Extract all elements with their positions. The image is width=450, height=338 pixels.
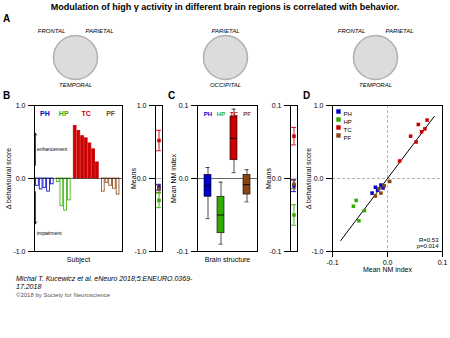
svg-text:0.0: 0.0 — [382, 259, 393, 267]
svg-text:Δ behavioural score: Δ behavioural score — [5, 148, 12, 210]
svg-text:Mean NM index: Mean NM index — [363, 266, 413, 273]
svg-text:-0.1: -0.1 — [269, 248, 281, 255]
svg-text:PH: PH — [204, 111, 212, 117]
svg-text:-0.1: -0.1 — [326, 259, 338, 266]
svg-text:Subject: Subject — [67, 256, 90, 264]
svg-text:Mean NM index: Mean NM index — [170, 153, 177, 203]
svg-text:impairment: impairment — [37, 230, 62, 236]
svg-text:0.1: 0.1 — [272, 102, 282, 109]
svg-text:FRONTAL: FRONTAL — [38, 28, 66, 34]
svg-text:TEMPORAL: TEMPORAL — [59, 82, 92, 88]
svg-text:enhancement: enhancement — [37, 146, 68, 152]
svg-text:FRONTAL: FRONTAL — [338, 28, 366, 34]
html-text:©2018 by Society for Neuroscie: ©2018 by Society for Neuroscience — [16, 292, 111, 298]
svg-text:0.0: 0.0 — [16, 175, 26, 182]
svg-text:TC: TC — [344, 127, 353, 133]
svg-text:Δ behavioural score: Δ behavioural score — [305, 148, 312, 210]
html-text:A: A — [3, 13, 11, 24]
svg-text:Brain structure: Brain structure — [205, 256, 251, 263]
html-text:D: D — [303, 90, 311, 101]
svg-text:TEMPORAL: TEMPORAL — [359, 82, 392, 88]
svg-text:1.0: 1.0 — [314, 102, 324, 109]
svg-text:-1.0: -1.0 — [13, 248, 25, 255]
html-text:C: C — [168, 90, 176, 101]
svg-text:-1.0: -1.0 — [134, 248, 146, 255]
svg-text:TC: TC — [230, 111, 239, 117]
svg-text:PH: PH — [40, 110, 50, 117]
html-text:B: B — [3, 90, 11, 101]
svg-text:-1.0: -1.0 — [311, 248, 323, 255]
svg-text:0.0: 0.0 — [179, 175, 189, 182]
svg-text:Means: Means — [130, 167, 137, 189]
html-text:Michal T. Kucewicz et al. eNeu: Michal T. Kucewicz et al. eNeuro 2018;5:… — [16, 275, 193, 290]
svg-text:HP: HP — [217, 111, 225, 117]
svg-text:R=0.53p=0.014: R=0.53p=0.014 — [417, 237, 440, 249]
svg-text:PARIETAL: PARIETAL — [211, 28, 239, 34]
svg-text:0.0: 0.0 — [137, 175, 147, 182]
svg-text:PH: PH — [344, 111, 352, 117]
svg-text:PARIETAL: PARIETAL — [85, 28, 113, 34]
svg-text:1.0: 1.0 — [16, 102, 26, 109]
svg-text:0.0: 0.0 — [314, 175, 324, 182]
html-text:Modulation of high γ activity: Modulation of high γ activity in differe… — [50, 2, 400, 12]
svg-text:PF: PF — [106, 110, 116, 117]
svg-text:TC: TC — [82, 110, 91, 117]
svg-text:PARIETAL: PARIETAL — [385, 28, 413, 34]
svg-text:0.0: 0.0 — [272, 175, 282, 182]
svg-text:0.1: 0.1 — [179, 102, 189, 109]
svg-text:HP: HP — [344, 119, 352, 125]
svg-text:PF: PF — [243, 111, 251, 117]
svg-text:OCCIPITAL: OCCIPITAL — [210, 82, 241, 88]
svg-text:Means: Means — [265, 167, 272, 189]
svg-text:0.1: 0.1 — [438, 259, 448, 266]
svg-text:-0.1: -0.1 — [176, 248, 188, 255]
svg-text:HP: HP — [59, 110, 69, 117]
svg-text:PF: PF — [344, 135, 352, 141]
svg-text:1.0: 1.0 — [137, 102, 147, 109]
